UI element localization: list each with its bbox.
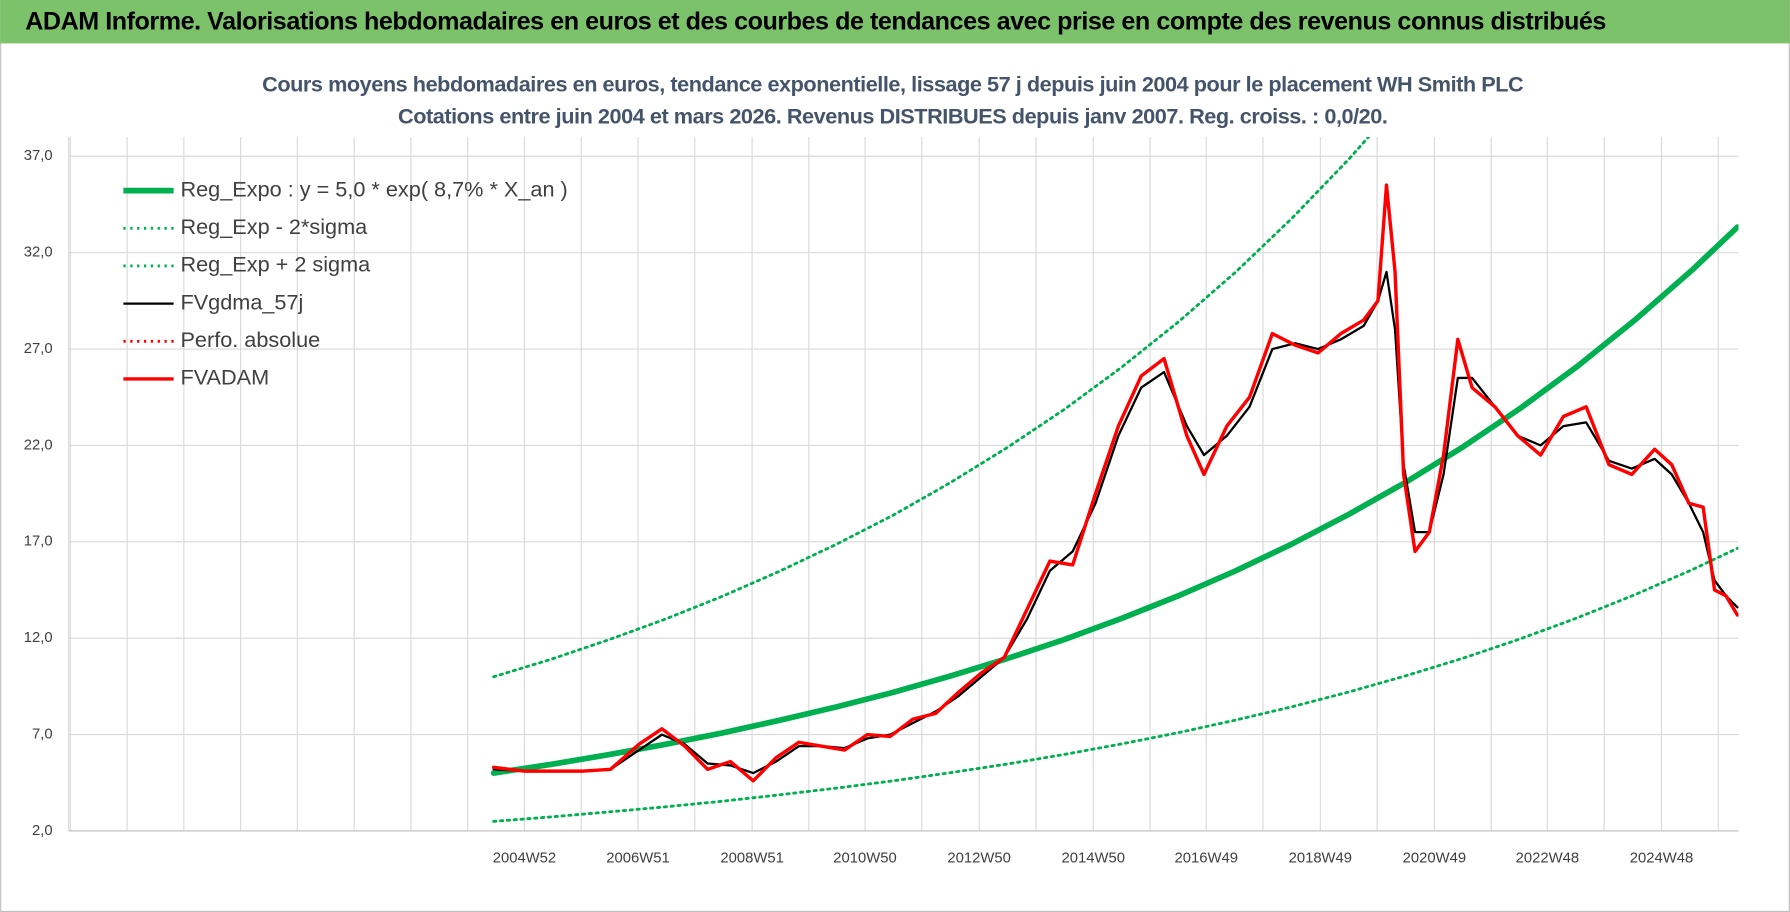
series-line: [492, 270, 1739, 775]
x-tick-label: 2024W48: [1630, 850, 1693, 866]
x-tick-label: 2012W50: [947, 850, 1010, 866]
legend-label: FVgdma_57j: [180, 289, 303, 314]
header-title: ADAM Informe. Valorisations hebdomadaire…: [25, 7, 1606, 35]
legend-label: Reg_Exp + 2 sigma: [180, 252, 371, 277]
series-line: [492, 136, 1371, 679]
axes: 2,0 7,0 12,0 17,0 22,0 27,0 32,0 37,0 2004W52 200…: [24, 136, 1739, 866]
series-line: [490, 224, 1739, 776]
x-tick-label: 2022W48: [1516, 850, 1579, 866]
x-tick-label: 2010W50: [833, 850, 896, 866]
legend-label: FVADAM: [180, 365, 269, 390]
x-tick-label: 2004W52: [493, 850, 556, 866]
legend-label: Reg_Exp - 2*sigma: [180, 214, 368, 239]
series-line: [492, 546, 1739, 823]
x-tick-label: 2020W49: [1403, 850, 1466, 866]
y-tick-label: 32,0: [24, 245, 53, 261]
x-tick-label: 2016W49: [1174, 850, 1237, 866]
chart-title: Cours moyens hebdomadaires en euros, ten…: [262, 71, 1524, 96]
legend-label: Perfo. absolue: [180, 327, 320, 352]
series-line: [491, 183, 1739, 783]
y-tick-label: 37,0: [24, 148, 53, 164]
x-tick-label: 2008W51: [720, 850, 783, 866]
y-tick-label: 27,0: [24, 341, 53, 357]
chart-subtitle: Cotations entre juin 2004 et mars 2026. …: [398, 103, 1387, 128]
y-tick-label: 22,0: [24, 437, 53, 453]
header-band: [0, 0, 1790, 44]
plot-area: [490, 136, 1739, 823]
x-tick-label: 2014W50: [1062, 850, 1125, 866]
y-tick-label: 7,0: [32, 726, 53, 742]
x-tick-label: 2018W49: [1289, 850, 1352, 866]
y-tick-label: 17,0: [24, 534, 53, 550]
y-tick-label: 2,0: [32, 823, 53, 839]
legend: Reg_Expo : y = 5,0 * exp( 8,7% * X_an ) R…: [123, 176, 568, 390]
y-tick-label: 12,0: [24, 630, 53, 646]
x-tick-label: 2006W51: [606, 850, 669, 866]
legend-label: Reg_Expo : y = 5,0 * exp( 8,7% * X_an ): [180, 176, 567, 201]
